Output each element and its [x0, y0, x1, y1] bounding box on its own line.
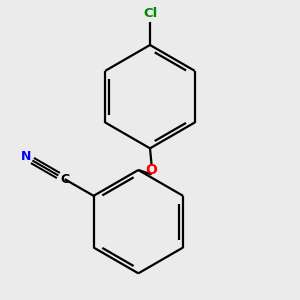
Text: Cl: Cl: [143, 7, 157, 20]
Text: C: C: [60, 173, 69, 186]
Text: N: N: [21, 150, 31, 163]
Text: O: O: [146, 163, 158, 177]
